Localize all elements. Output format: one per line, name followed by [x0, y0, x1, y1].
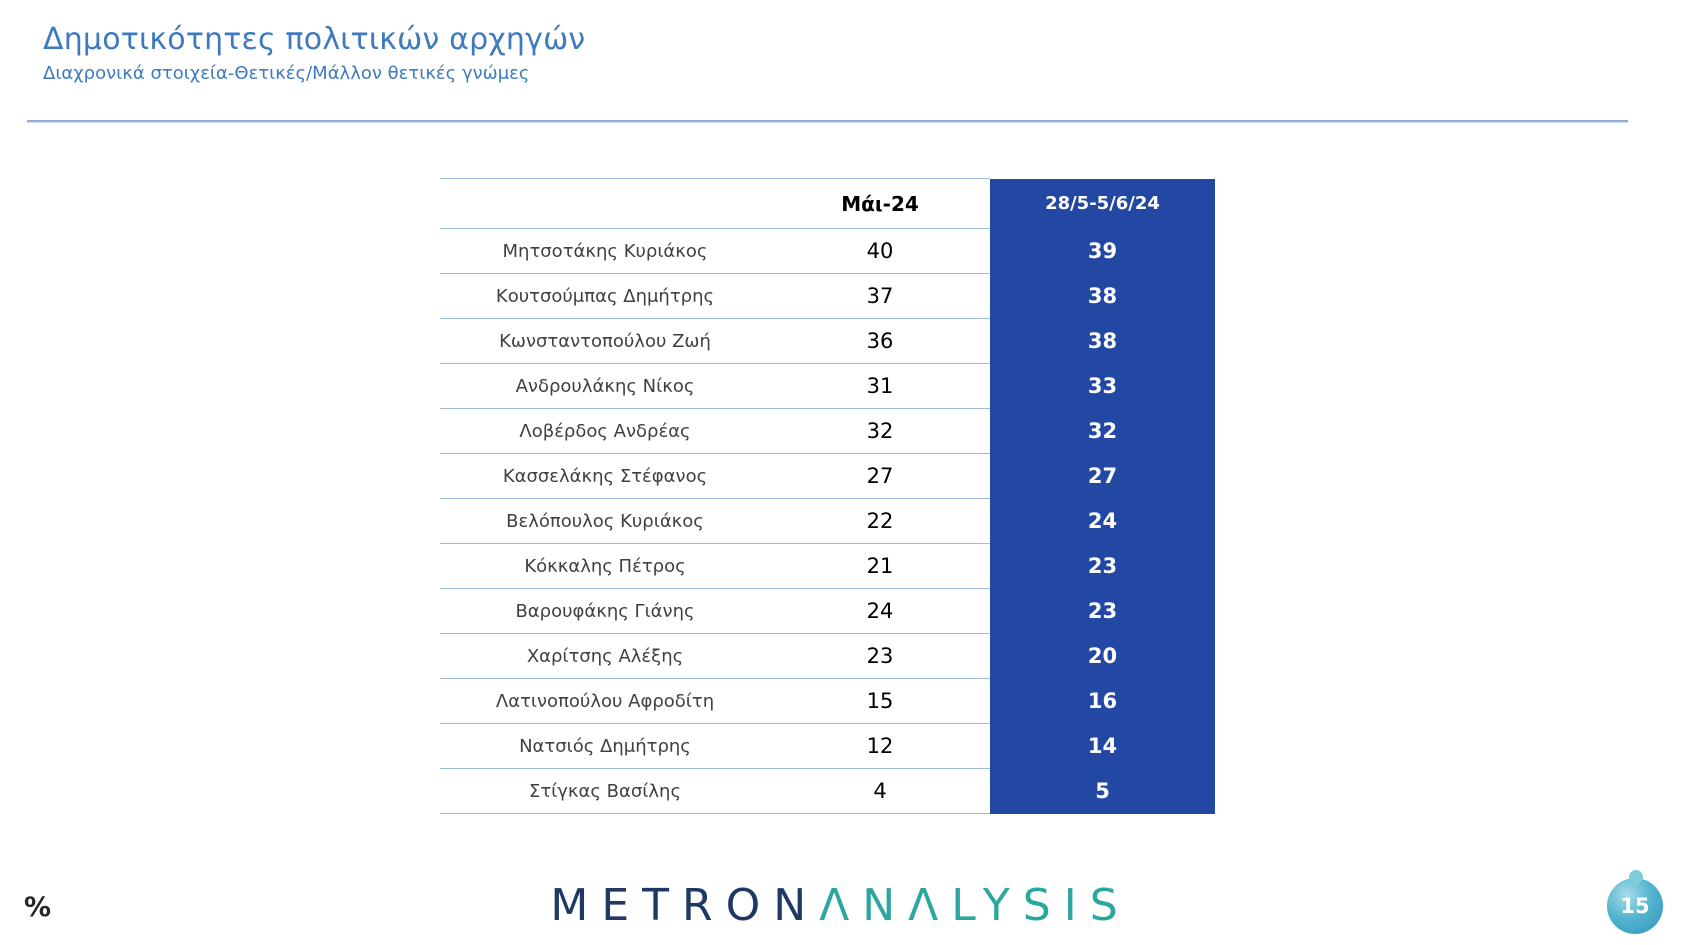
logo-metron-text: METRON — [550, 880, 820, 931]
leader-name: Στίγκας Βασίλης — [440, 768, 770, 814]
leader-name: Μητσοτάκης Κυριάκος — [440, 228, 770, 274]
value-may24: 15 — [770, 678, 990, 724]
value-may24: 36 — [770, 318, 990, 364]
value-latest: 39 — [990, 228, 1215, 274]
value-latest: 20 — [990, 633, 1215, 679]
value-latest: 5 — [990, 768, 1215, 814]
table-row: Χαρίτσης Αλέξης 23 20 — [440, 633, 1215, 679]
leader-name: Βαρουφάκης Γιάνης — [440, 588, 770, 634]
table-row: Κωνσταντοπούλου Ζωή 36 38 — [440, 318, 1215, 364]
value-latest: 24 — [990, 498, 1215, 544]
value-latest: 16 — [990, 678, 1215, 724]
page-number: 15 — [1620, 894, 1650, 918]
table-row: Κουτσούμπας Δημήτρης 37 38 — [440, 273, 1215, 319]
table-row: Κόκκαλης Πέτρος 21 23 — [440, 543, 1215, 589]
table-row: Βελόπουλος Κυριάκος 22 24 — [440, 498, 1215, 544]
value-may24: 21 — [770, 543, 990, 589]
value-latest: 27 — [990, 453, 1215, 499]
value-latest: 33 — [990, 363, 1215, 409]
table-row: Μητσοτάκης Κυριάκος 40 39 — [440, 228, 1215, 274]
leader-name: Νατσιός Δημήτρης — [440, 723, 770, 769]
table-row: Λοβέρδος Ανδρέας 32 32 — [440, 408, 1215, 454]
header-divider — [27, 120, 1628, 122]
value-may24: 27 — [770, 453, 990, 499]
value-may24: 12 — [770, 723, 990, 769]
table-row: Λατινοπούλου Αφροδίτη 15 16 — [440, 678, 1215, 724]
leader-name: Κωνσταντοπούλου Ζωή — [440, 318, 770, 364]
table-row: Ανδρουλάκης Νίκος 31 33 — [440, 363, 1215, 409]
value-may24: 32 — [770, 408, 990, 454]
value-may24: 23 — [770, 633, 990, 679]
value-may24: 37 — [770, 273, 990, 319]
leader-name: Λατινοπούλου Αφροδίτη — [440, 678, 770, 724]
page-number-badge: 15 — [1607, 878, 1663, 934]
value-latest: 38 — [990, 318, 1215, 364]
leader-name: Ανδρουλάκης Νίκος — [440, 363, 770, 409]
leader-name: Βελόπουλος Κυριάκος — [440, 498, 770, 544]
leader-name: Λοβέρδος Ανδρέας — [440, 408, 770, 454]
logo-analysis-text: ΛNΛLYSIS — [819, 880, 1131, 931]
value-may24: 24 — [770, 588, 990, 634]
percent-unit-label: % — [24, 892, 52, 923]
value-may24: 4 — [770, 768, 990, 814]
popularity-table: Μάι-24 28/5-5/6/24 Μητσοτάκης Κυριάκος 40… — [440, 178, 1215, 814]
value-may24: 31 — [770, 363, 990, 409]
page-subtitle: Διαχρονικά στοιχεία-Θετικές/Μάλλον θετικ… — [43, 63, 530, 84]
column-header-may24: Μάι-24 — [770, 178, 990, 229]
leader-column-header — [440, 178, 770, 229]
leader-name: Κουτσούμπας Δημήτρης — [440, 273, 770, 319]
leader-name: Κόκκαλης Πέτρος — [440, 543, 770, 589]
value-latest: 32 — [990, 408, 1215, 454]
value-may24: 22 — [770, 498, 990, 544]
value-latest: 23 — [990, 588, 1215, 634]
table-row: Βαρουφάκης Γιάνης 24 23 — [440, 588, 1215, 634]
page-title: Δημοτικότητες πολιτικών αρχηγών — [43, 22, 586, 57]
table-body: Μητσοτάκης Κυριάκος 40 39 Κουτσούμπας Δημήτ… — [440, 228, 1215, 814]
value-latest: 38 — [990, 273, 1215, 319]
value-latest: 14 — [990, 723, 1215, 769]
table-header-row: Μάι-24 28/5-5/6/24 — [440, 178, 1215, 229]
leader-name: Κασσελάκης Στέφανος — [440, 453, 770, 499]
slide-header: Δημοτικότητες πολιτικών αρχηγών Διαχρονι… — [43, 22, 1641, 84]
metron-analysis-logo: METRONΛNΛLYSIS — [550, 880, 1130, 931]
leader-name: Χαρίτσης Αλέξης — [440, 633, 770, 679]
table-row: Στίγκας Βασίλης 4 5 — [440, 768, 1215, 814]
table-row: Νατσιός Δημήτρης 12 14 — [440, 723, 1215, 769]
value-may24: 40 — [770, 228, 990, 274]
column-header-latest: 28/5-5/6/24 — [990, 178, 1215, 229]
table-row: Κασσελάκης Στέφανος 27 27 — [440, 453, 1215, 499]
value-latest: 23 — [990, 543, 1215, 589]
